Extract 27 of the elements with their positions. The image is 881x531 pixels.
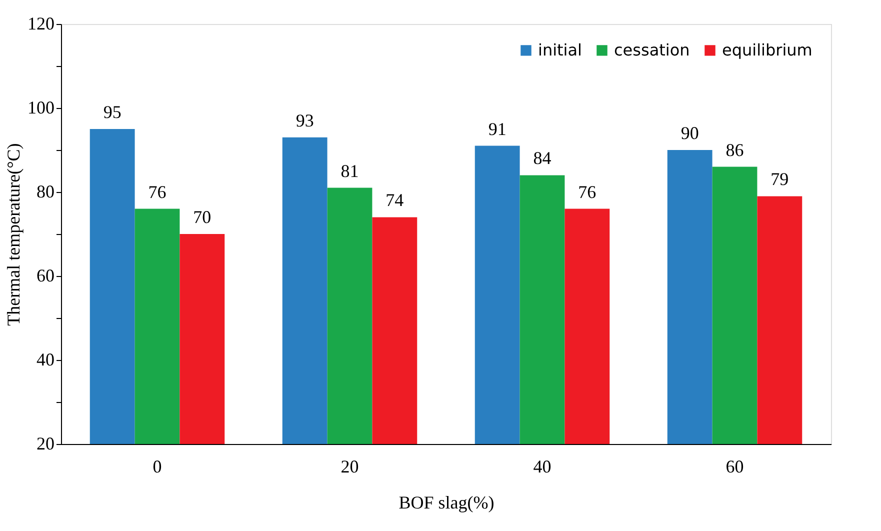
data-label: 93 — [296, 110, 314, 130]
y-tick-label: 80 — [36, 182, 54, 202]
y-tick-label: 60 — [36, 266, 54, 286]
legend-label: initial — [538, 40, 582, 60]
data-label: 90 — [680, 123, 699, 143]
y-axis-title: Thermal temperature(°C) — [4, 143, 24, 326]
data-label: 86 — [726, 140, 744, 160]
data-label: 81 — [340, 160, 359, 181]
data-label: 95 — [103, 102, 122, 122]
x-tick-label: 60 — [726, 456, 744, 476]
legend-label: cessation — [614, 40, 690, 60]
data-label: 70 — [193, 207, 212, 227]
y-tick-label: 100 — [28, 98, 54, 118]
x-tick-label: 40 — [533, 456, 552, 476]
x-axis-title: BOF slag(%) — [398, 492, 494, 512]
data-label: 76 — [578, 182, 596, 202]
y-tick-label: 120 — [28, 14, 54, 34]
x-tick-label: 20 — [340, 456, 359, 476]
data-label: 79 — [770, 169, 789, 190]
data-label: 84 — [533, 148, 552, 168]
data-label: 76 — [148, 182, 166, 202]
y-tick-label: 20 — [36, 434, 54, 454]
data-label: 74 — [386, 190, 404, 210]
data-label: 91 — [488, 118, 506, 139]
legend-label: equilibrium — [722, 40, 812, 60]
y-tick-label: 40 — [36, 350, 54, 370]
x-tick-label: 0 — [152, 456, 162, 476]
